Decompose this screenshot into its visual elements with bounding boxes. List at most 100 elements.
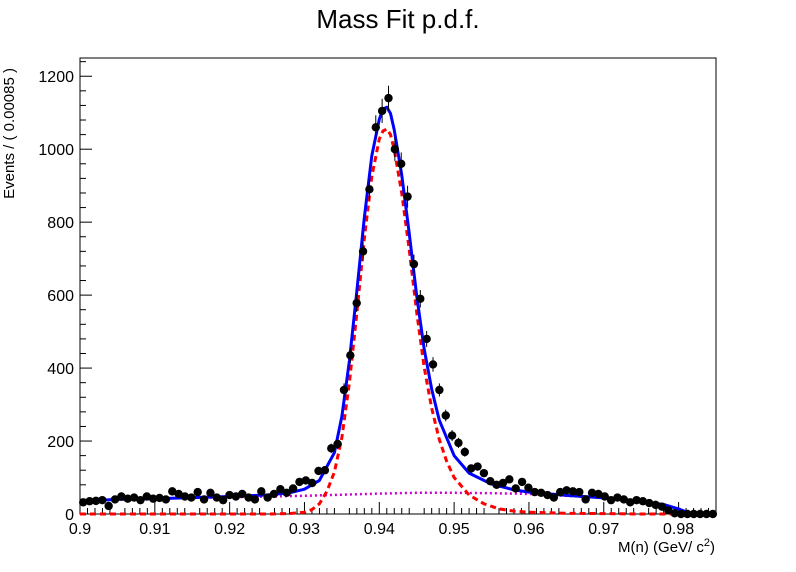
data-point xyxy=(581,495,590,504)
data-point xyxy=(397,152,406,176)
data-point xyxy=(536,488,546,498)
point-marker xyxy=(136,495,145,505)
data-point xyxy=(613,493,622,502)
data-point xyxy=(606,495,616,505)
point-marker xyxy=(664,506,673,515)
data-point xyxy=(269,489,279,499)
point-marker xyxy=(689,509,698,519)
point-marker xyxy=(416,294,425,303)
x-tick-label: 0.97 xyxy=(588,521,619,538)
data-point xyxy=(327,443,336,454)
data-point xyxy=(568,487,578,496)
point-marker xyxy=(339,385,349,395)
point-marker xyxy=(454,438,463,448)
point-marker xyxy=(460,447,470,457)
point-marker xyxy=(505,475,514,484)
point-marker xyxy=(594,489,603,499)
point-marker xyxy=(276,484,285,494)
data-point xyxy=(358,241,368,262)
point-marker xyxy=(702,509,711,519)
point-marker xyxy=(168,487,177,496)
data-point xyxy=(282,488,291,498)
point-marker xyxy=(638,497,648,506)
data-point xyxy=(664,506,673,515)
y-tick-label: 200 xyxy=(47,434,74,451)
point-marker xyxy=(466,464,476,473)
point-marker xyxy=(123,494,132,503)
point-marker xyxy=(486,476,495,486)
data-point xyxy=(460,447,470,457)
point-marker xyxy=(193,487,202,497)
data-point xyxy=(562,486,571,495)
point-marker xyxy=(110,495,120,504)
point-marker xyxy=(161,495,171,504)
data-point xyxy=(625,498,635,507)
point-marker xyxy=(556,487,565,497)
data-point xyxy=(231,492,241,501)
data-point xyxy=(708,509,718,519)
data-point xyxy=(320,466,330,475)
x-tick-label: 0.91 xyxy=(139,521,170,538)
point-marker xyxy=(352,298,361,308)
data-point xyxy=(683,509,692,519)
data-point xyxy=(575,487,584,497)
point-marker xyxy=(613,493,622,502)
point-marker xyxy=(543,490,552,500)
data-point xyxy=(587,488,597,498)
point-marker xyxy=(657,502,667,511)
data-point xyxy=(435,383,444,397)
x-axis-label-superscript: 2 xyxy=(704,537,710,549)
point-marker xyxy=(148,494,158,503)
data-point xyxy=(676,509,686,519)
point-marker xyxy=(409,259,419,269)
point-marker xyxy=(263,493,272,502)
data-point xyxy=(117,492,126,501)
point-marker xyxy=(670,509,679,518)
data-point xyxy=(486,476,495,486)
point-marker xyxy=(174,489,183,499)
point-marker xyxy=(288,484,298,493)
point-marker xyxy=(511,484,520,493)
y-axis-label: Events / ( 0.00085 ) xyxy=(1,68,18,199)
data-point xyxy=(79,498,88,507)
data-point xyxy=(371,115,380,140)
data-point xyxy=(346,347,355,363)
data-point xyxy=(104,501,113,511)
data-point xyxy=(689,509,698,519)
point-marker xyxy=(632,495,641,505)
point-marker xyxy=(155,493,164,503)
point-marker xyxy=(562,486,571,495)
data-point xyxy=(543,490,552,500)
point-marker xyxy=(498,478,508,488)
point-marker xyxy=(651,500,660,510)
chart-title: Mass Fit p.d.f. xyxy=(316,4,479,34)
point-marker xyxy=(676,509,686,519)
point-marker xyxy=(625,498,635,507)
point-marker xyxy=(447,431,457,440)
data-point xyxy=(333,438,342,450)
point-marker xyxy=(231,492,241,501)
data-point xyxy=(352,294,361,312)
point-marker xyxy=(295,477,304,487)
data-point xyxy=(702,509,711,519)
data-point xyxy=(638,497,648,506)
data-point xyxy=(670,509,679,518)
point-marker xyxy=(104,501,113,511)
point-marker xyxy=(206,488,215,498)
point-marker xyxy=(492,480,501,490)
point-marker xyxy=(212,493,221,502)
point-marker xyxy=(269,489,279,499)
point-marker xyxy=(250,495,260,504)
data-point xyxy=(339,383,349,397)
point-marker xyxy=(301,476,311,485)
y-axis: 0 200 400 600 800 1000 1200 xyxy=(38,61,92,524)
data-point xyxy=(549,493,559,502)
point-marker xyxy=(390,145,400,154)
data-point xyxy=(168,487,177,496)
point-marker xyxy=(479,468,489,478)
data-point xyxy=(695,509,705,519)
data-point xyxy=(505,475,514,484)
data-point xyxy=(479,468,489,478)
data-point xyxy=(492,480,501,490)
